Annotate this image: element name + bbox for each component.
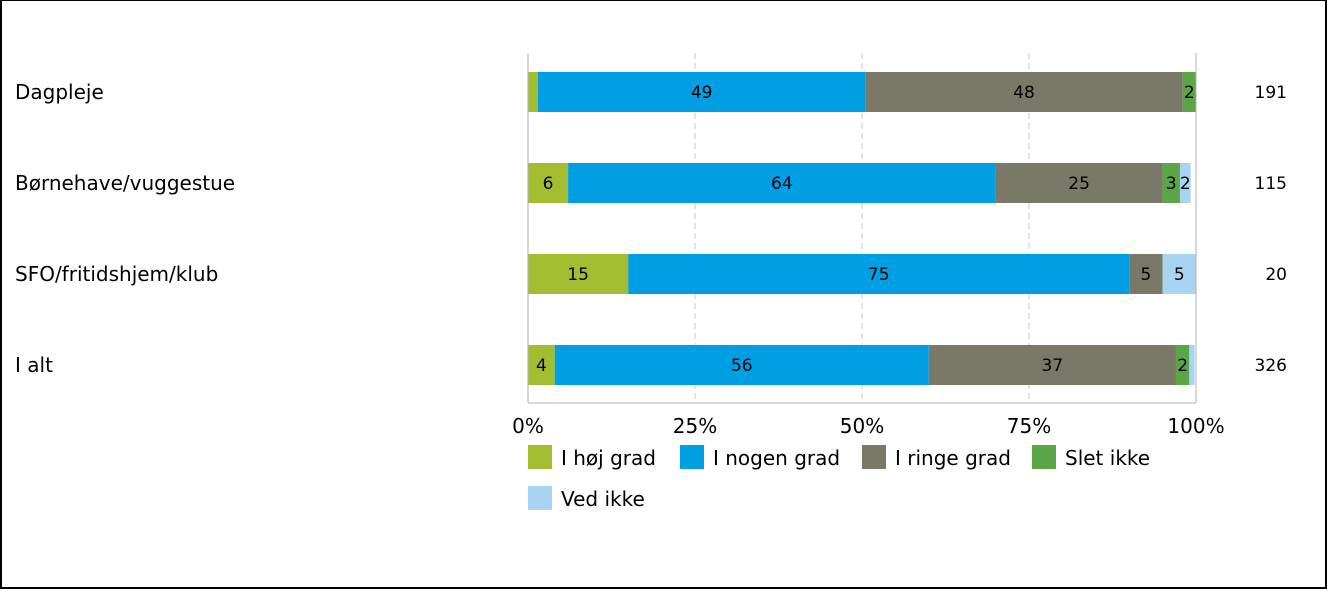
legend-label: Slet ikke <box>1065 446 1150 470</box>
legend-swatch <box>680 445 704 469</box>
bar-segment <box>568 163 996 203</box>
bar-segment <box>628 254 1130 294</box>
legend-label: I nogen grad <box>713 446 840 470</box>
bar-value-label: 2 <box>1184 83 1195 103</box>
bar-segment <box>1179 163 1191 203</box>
bar-segment <box>1182 72 1196 112</box>
category-label: Dagpleje <box>15 80 104 104</box>
bar-value-label: 48 <box>1013 83 1035 103</box>
bar-value-label: 56 <box>731 356 753 376</box>
legend-label: I høj grad <box>561 446 656 470</box>
x-tick-label: 75% <box>1007 414 1051 438</box>
category-labels: Dagpleje Børnehave/vuggestue SFO/fritidshj… <box>15 80 235 377</box>
bar-value-label: 5 <box>1174 265 1185 285</box>
bar-value-label: 75 <box>868 265 890 285</box>
bar-segment <box>538 72 866 112</box>
legend-label: Ved ikke <box>561 487 645 511</box>
x-tick-label: 100% <box>1167 414 1224 438</box>
legend-swatch <box>528 486 552 510</box>
axis: 0% 25% 50% 75% 100% <box>512 53 1225 438</box>
n-count-label: 20 <box>1265 265 1287 285</box>
legend: I høj grad I nogen grad I ringe grad Slet i… <box>528 445 1150 511</box>
bar-value-label: 49 <box>691 83 713 103</box>
category-label: SFO/fritidshjem/klub <box>15 262 218 286</box>
x-tick-label: 25% <box>673 414 717 438</box>
bar-segment <box>528 72 539 112</box>
bar-segment <box>554 345 929 385</box>
bar-value-label: 3 <box>1166 174 1177 194</box>
bar-segment <box>528 163 569 203</box>
bar-value-label: 37 <box>1042 356 1064 376</box>
bar-value-label: 15 <box>567 265 589 285</box>
category-label: I alt <box>15 353 53 377</box>
bar-segment <box>1175 345 1190 385</box>
bar-segment <box>995 163 1163 203</box>
bar-segment <box>1129 254 1163 294</box>
bar-value-label: 5 <box>1140 265 1151 285</box>
bar-segment <box>528 345 555 385</box>
bar-segment <box>1189 345 1195 385</box>
n-count-label: 115 <box>1255 174 1287 194</box>
bar-value-label: 64 <box>771 174 793 194</box>
bar-value-label: 6 <box>543 174 554 194</box>
grid-lines <box>694 53 1030 403</box>
bar-value-label: 25 <box>1068 174 1090 194</box>
n-count-label: 326 <box>1255 356 1287 376</box>
legend-swatch <box>1032 445 1056 469</box>
legend-swatch <box>862 445 886 469</box>
x-tick-label: 0% <box>512 414 544 438</box>
bar-segment <box>865 72 1183 112</box>
n-labels: 191 115 20 326 <box>1255 83 1287 376</box>
n-count-label: 191 <box>1255 83 1287 103</box>
bar-segment <box>528 254 629 294</box>
legend-swatch <box>528 445 552 469</box>
bar-value-label: 2 <box>1180 174 1191 194</box>
bar-value-label: 2 <box>1177 356 1188 376</box>
bar-segment <box>1162 163 1180 203</box>
category-label: Børnehave/vuggestue <box>15 171 235 195</box>
bar-value-label: 4 <box>536 356 547 376</box>
legend-label: I ringe grad <box>895 446 1011 470</box>
bars: 49 48 26 64 25 3 215 75 5 54 56 37 2 <box>528 72 1196 385</box>
bar-segment <box>928 345 1176 385</box>
bar-segment <box>1162 254 1196 294</box>
x-tick-label: 50% <box>840 414 884 438</box>
